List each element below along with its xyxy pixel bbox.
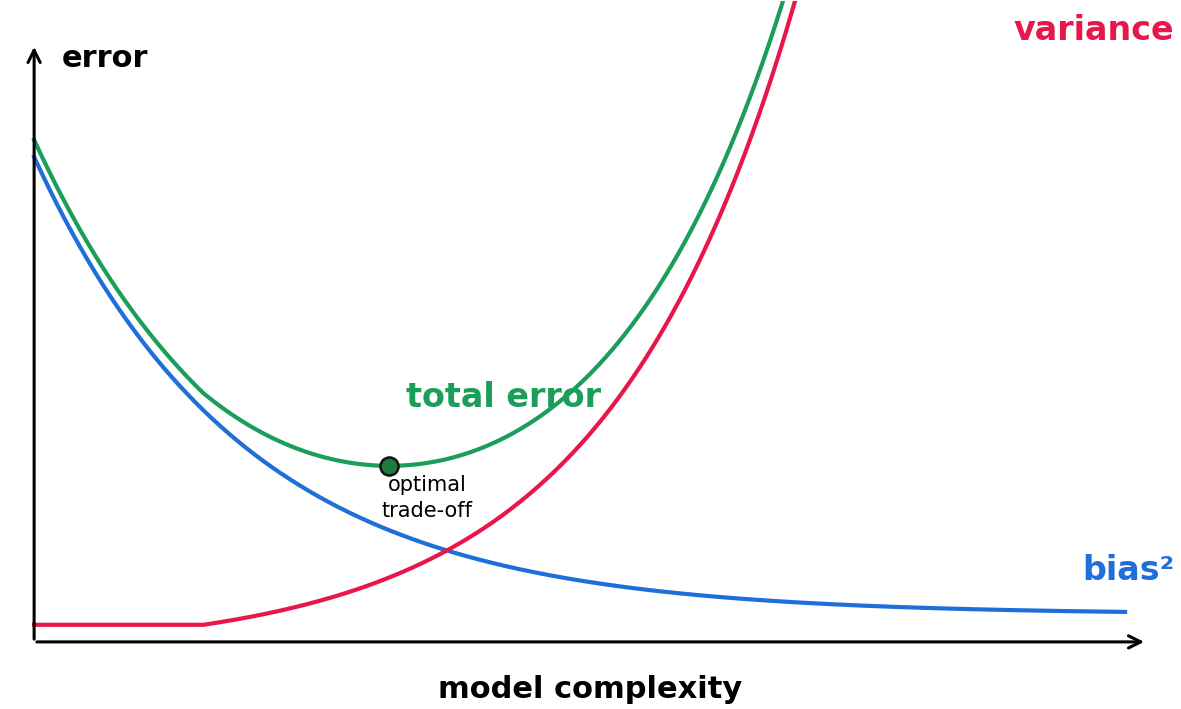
Text: optimal
trade-off: optimal trade-off — [381, 475, 472, 521]
Text: total error: total error — [406, 381, 601, 413]
Text: model complexity: model complexity — [438, 676, 743, 705]
Text: error: error — [61, 44, 148, 73]
Text: variance: variance — [1013, 13, 1174, 47]
Text: bias²: bias² — [1082, 554, 1174, 587]
